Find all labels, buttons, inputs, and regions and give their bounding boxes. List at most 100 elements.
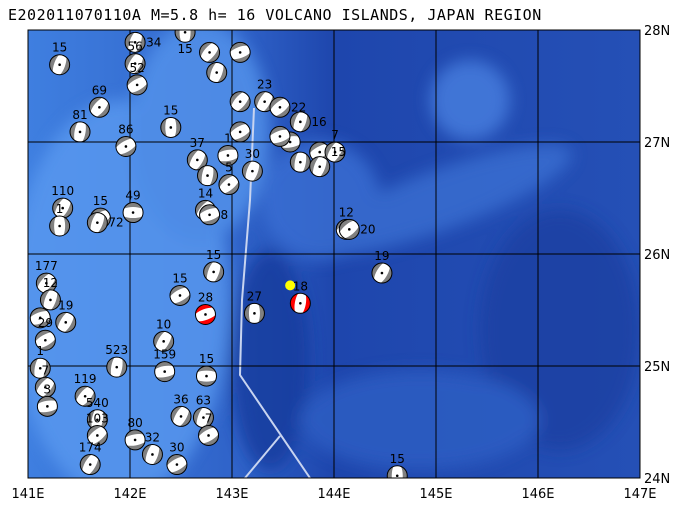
depth-label: 18: [293, 279, 308, 293]
depth-label: 12: [339, 205, 354, 219]
focal-mechanisms: [26, 19, 408, 489]
beachball[interactable]: [112, 135, 140, 158]
depth-label: 14: [198, 186, 213, 200]
beachball[interactable]: [51, 194, 74, 222]
bathymetry: [26, 19, 640, 489]
beachball[interactable]: [228, 88, 253, 115]
beachball[interactable]: [289, 148, 311, 176]
beachball[interactable]: [160, 114, 182, 140]
beachball[interactable]: [26, 307, 54, 329]
depth-label: 16: [311, 115, 326, 129]
beachball[interactable]: [152, 327, 175, 355]
beachball[interactable]: [170, 402, 193, 430]
beachball[interactable]: [195, 424, 223, 447]
beachball[interactable]: [86, 209, 108, 237]
beachball[interactable]: [141, 440, 163, 468]
depth-label: 20: [360, 222, 375, 236]
beachball[interactable]: [73, 383, 98, 410]
ship-track-line: [244, 435, 281, 478]
depth-label: 27: [247, 289, 262, 303]
map-title: E202011070110A M=5.8 h= 16 VOLCANO ISLAN…: [8, 6, 542, 24]
beachball[interactable]: [79, 451, 102, 479]
beachball[interactable]: [336, 217, 363, 242]
beachball[interactable]: [34, 395, 62, 417]
beachball[interactable]: [84, 423, 111, 448]
beachball[interactable]: [174, 19, 196, 45]
beachball[interactable]: [386, 463, 408, 489]
lon-tick-label: 142E: [113, 487, 146, 502]
depth-label: 28: [198, 290, 213, 304]
depth-label: 1: [36, 344, 44, 358]
depth-label: 23: [257, 78, 272, 92]
beachball[interactable]: [39, 286, 61, 314]
beachball[interactable]: [194, 365, 220, 387]
beachball[interactable]: [166, 284, 194, 307]
map-frame: [27, 29, 641, 479]
depth-label: 52: [129, 61, 144, 75]
beachball[interactable]: [191, 303, 219, 325]
depth-label: 1: [56, 202, 64, 216]
depth-label: 15: [206, 248, 221, 262]
beachball[interactable]: [34, 270, 59, 297]
beachball[interactable]: [289, 108, 311, 136]
beachball[interactable]: [87, 94, 112, 121]
beachball[interactable]: [163, 453, 191, 476]
depth-label: 63: [196, 394, 211, 408]
depth-label: 159: [153, 348, 176, 362]
beachball[interactable]: [266, 95, 293, 120]
beachball[interactable]: [49, 51, 71, 79]
depth-label: 36: [173, 392, 188, 406]
depth-label: 15: [93, 194, 108, 208]
beachball[interactable]: [241, 157, 263, 185]
beachball[interactable]: [203, 258, 225, 286]
depth-label: 119: [74, 372, 97, 386]
beachball[interactable]: [31, 329, 59, 352]
beachball[interactable]: [106, 353, 128, 381]
beachball[interactable]: [324, 138, 347, 166]
beachball[interactable]: [309, 153, 331, 181]
beachball[interactable]: [195, 204, 223, 226]
beachball[interactable]: [54, 308, 77, 336]
beachball[interactable]: [243, 300, 265, 326]
beachball[interactable]: [121, 429, 149, 451]
beachball[interactable]: [371, 259, 394, 287]
depth-label: 7: [205, 411, 213, 425]
depth-label: 523: [105, 343, 128, 357]
beachball[interactable]: [215, 172, 242, 197]
lon-tick-label: 146E: [521, 487, 554, 502]
beachball[interactable]: [289, 290, 311, 318]
beachball[interactable]: [120, 202, 146, 224]
beachball[interactable]: [197, 39, 222, 66]
depth-label: 110: [51, 184, 74, 198]
beachball[interactable]: [226, 121, 254, 144]
beachball[interactable]: [123, 74, 151, 97]
depth-label: 10: [156, 317, 171, 331]
depth-label: 15: [177, 42, 192, 56]
depth-label: 86: [118, 122, 133, 136]
beachball[interactable]: [214, 144, 242, 166]
depth-label: 15: [52, 41, 67, 55]
depth-label: 8: [221, 208, 229, 222]
beachball[interactable]: [124, 28, 146, 56]
beachball[interactable]: [266, 125, 294, 147]
beachball[interactable]: [124, 50, 147, 78]
beachball[interactable]: [33, 374, 58, 401]
beachball[interactable]: [49, 213, 71, 239]
beachball[interactable]: [186, 146, 209, 174]
depth-label: 81: [72, 108, 87, 122]
beachball[interactable]: [206, 58, 228, 86]
depth-label: 56: [127, 40, 142, 54]
depth-label: 177: [35, 259, 58, 273]
beachball[interactable]: [197, 162, 219, 190]
lat-tick-label: 24N: [644, 472, 670, 487]
depth-label: 69: [92, 83, 107, 97]
depth-label: 19: [58, 298, 73, 312]
beachball[interactable]: [69, 118, 91, 146]
depth-label: 32: [145, 430, 160, 444]
beachball[interactable]: [226, 41, 254, 63]
depth-label: 80: [127, 416, 142, 430]
beachball[interactable]: [151, 361, 179, 383]
lon-tick-label: 145E: [419, 487, 452, 502]
lat-tick-label: 26N: [644, 248, 670, 263]
